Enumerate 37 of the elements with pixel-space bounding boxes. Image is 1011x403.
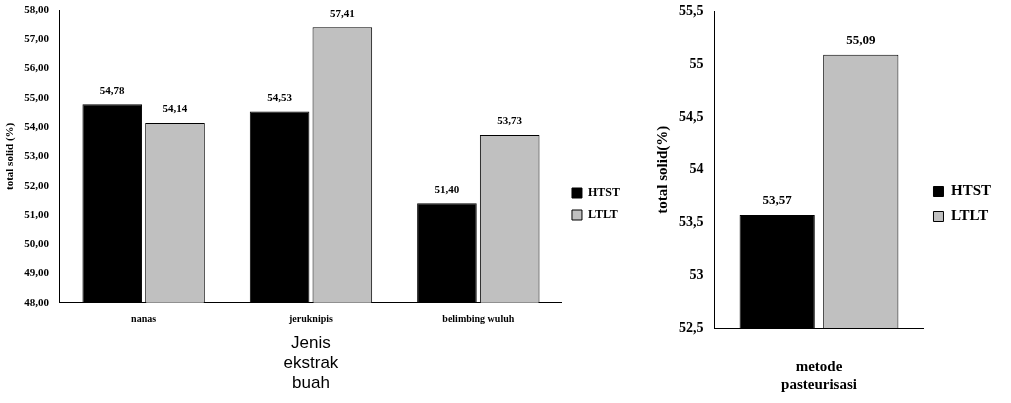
data-label: 57,41 (329, 6, 355, 19)
x-tick-label: belimbing wuluh (442, 313, 515, 325)
y-tick-label: 55 (689, 55, 704, 71)
y-tick-label: 54 (689, 161, 704, 177)
legend-label: HTST (587, 185, 620, 200)
y-axis-title: total solid (%) (3, 122, 17, 191)
legend-label: LTLT (950, 207, 989, 224)
x-axis-title: Jenis ekstrak buah (283, 332, 339, 393)
y-tick-label: 55,5 (679, 3, 704, 19)
y-tick-label: 52,00 (24, 178, 50, 191)
y-tick-label: 50,00 (24, 237, 50, 250)
y-tick-label: 48,00 (24, 295, 50, 308)
x-tick-label: jeruknipis (288, 313, 334, 325)
y-tick-label: 58,00 (24, 2, 50, 15)
data-label: 54,14 (162, 102, 188, 115)
y-tick-label: 51,00 (24, 207, 50, 220)
y-tick-label: 53,5 (679, 214, 704, 230)
legend-label: HTST (950, 182, 992, 199)
y-tick-label: 52,5 (679, 319, 704, 335)
data-label: 54,53 (267, 90, 293, 103)
y-tick-label: 57,00 (24, 32, 50, 45)
data-label: 53,73 (497, 114, 523, 127)
y-tick-label: 55,00 (24, 90, 50, 103)
data-label: 51,40 (434, 182, 460, 195)
y-axis-title: total solid(%) (653, 125, 671, 214)
y-tick-label: 53 (689, 266, 704, 282)
y-tick-label: 56,00 (24, 61, 50, 74)
y-tick-label: 53,00 (24, 149, 50, 162)
y-tick-label: 49,00 (24, 266, 50, 279)
x-axis-title: metode pasteurisasi (781, 357, 857, 392)
x-tick-label: nanas (131, 313, 157, 325)
data-label: 55,09 (846, 31, 876, 47)
data-label: 53,57 (762, 191, 793, 207)
data-label: 54,78 (99, 83, 126, 96)
y-tick-label: 54,5 (679, 108, 704, 124)
legend-label: LTLT (587, 207, 618, 222)
y-tick-label: 54,00 (24, 119, 50, 132)
